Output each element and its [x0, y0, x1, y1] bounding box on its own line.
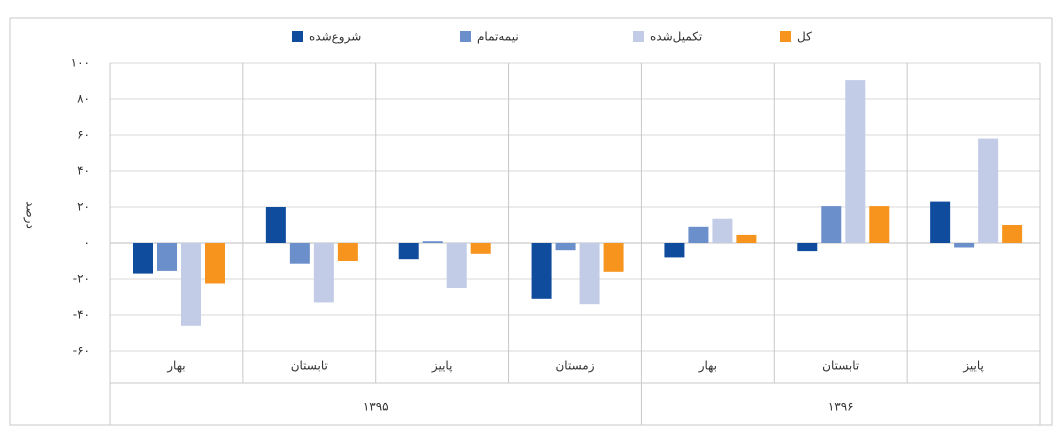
bar	[157, 243, 177, 271]
group-label: ۱۳۹۶	[828, 400, 854, 414]
bar	[736, 234, 757, 243]
y-tick-label: ۲۰	[77, 200, 90, 214]
x-tick-label: تابستان	[822, 359, 859, 373]
bar	[133, 243, 153, 274]
bar	[930, 201, 951, 243]
bar	[821, 206, 842, 243]
bar	[337, 243, 358, 261]
y-tick-label: ۴۰	[77, 164, 90, 178]
x-tick-label: بهار	[698, 359, 717, 374]
bar	[181, 243, 201, 326]
bar	[531, 243, 552, 299]
legend-label: نیمه‌تمام	[477, 30, 519, 44]
legend-label: کل	[797, 30, 812, 44]
legend-swatch	[780, 31, 791, 42]
legend-swatch	[460, 31, 471, 42]
bar	[555, 243, 576, 251]
x-tick-label: پاییز	[962, 359, 984, 374]
bar	[265, 207, 286, 243]
y-tick-label: ۸۰	[77, 92, 90, 106]
x-tick-label: بهار	[166, 359, 185, 374]
bar	[845, 80, 866, 243]
bar	[422, 241, 443, 243]
legend-swatch	[292, 31, 303, 42]
y-tick-label: -۶۰	[73, 344, 90, 358]
y-tick-label: -۴۰	[73, 308, 90, 322]
y-tick-label: ۰	[84, 236, 90, 250]
bar	[446, 243, 467, 288]
legend-swatch	[633, 31, 644, 42]
bar	[603, 243, 624, 272]
bar	[313, 243, 334, 303]
group-label: ۱۳۹۵	[363, 400, 389, 414]
bar	[664, 243, 685, 258]
bar	[470, 243, 491, 254]
bar	[1002, 225, 1023, 243]
bar	[978, 138, 999, 243]
legend-label: شروع‌شده	[309, 30, 361, 45]
bar	[398, 243, 419, 260]
bar	[712, 218, 733, 243]
y-tick-label: -۲۰	[73, 272, 90, 286]
x-tick-label: تابستان	[291, 359, 328, 373]
x-tick-label: پاییز	[431, 359, 453, 374]
bar	[954, 243, 975, 248]
bar	[797, 243, 818, 252]
y-tick-label: ۶۰	[77, 128, 90, 142]
y-axis-label: درصد	[23, 201, 38, 229]
bar	[579, 243, 600, 305]
bar	[205, 243, 225, 284]
bar	[289, 243, 310, 264]
x-tick-label: زمستان	[555, 359, 594, 374]
legend-label: تکمیل‌شده	[650, 30, 702, 44]
bar	[869, 206, 890, 243]
y-tick-label: ۱۰۰	[71, 56, 90, 70]
bar	[688, 226, 709, 243]
